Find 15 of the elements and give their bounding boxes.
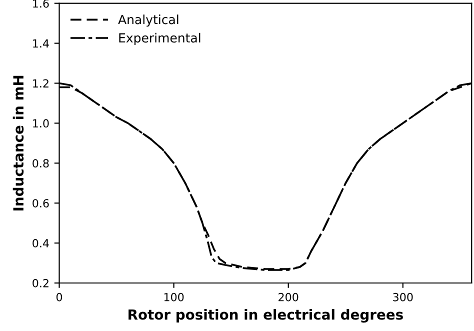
- x-tick-label: 300: [393, 292, 413, 302]
- y-tick-label: 1.4: [33, 39, 49, 48]
- legend-label: Analytical: [118, 14, 178, 27]
- x-tick-label: 100: [164, 292, 184, 302]
- x-axis-title: Rotor position in electrical degrees: [128, 309, 403, 323]
- y-axis-title: Inductance in mH: [12, 76, 24, 210]
- x-tick-label: 200: [278, 292, 298, 302]
- y-tick-label: 0.8: [32, 159, 49, 168]
- y-tick-label: 1.0: [33, 119, 49, 128]
- x-tick-label: 0: [56, 292, 62, 302]
- legend-label: Experimental: [119, 32, 200, 46]
- y-tick-label: 1.2: [33, 79, 48, 88]
- y-tick-label: 0.6: [32, 199, 49, 208]
- y-tick-label: 0.2: [32, 278, 48, 288]
- y-tick-label: 0.4: [32, 239, 49, 248]
